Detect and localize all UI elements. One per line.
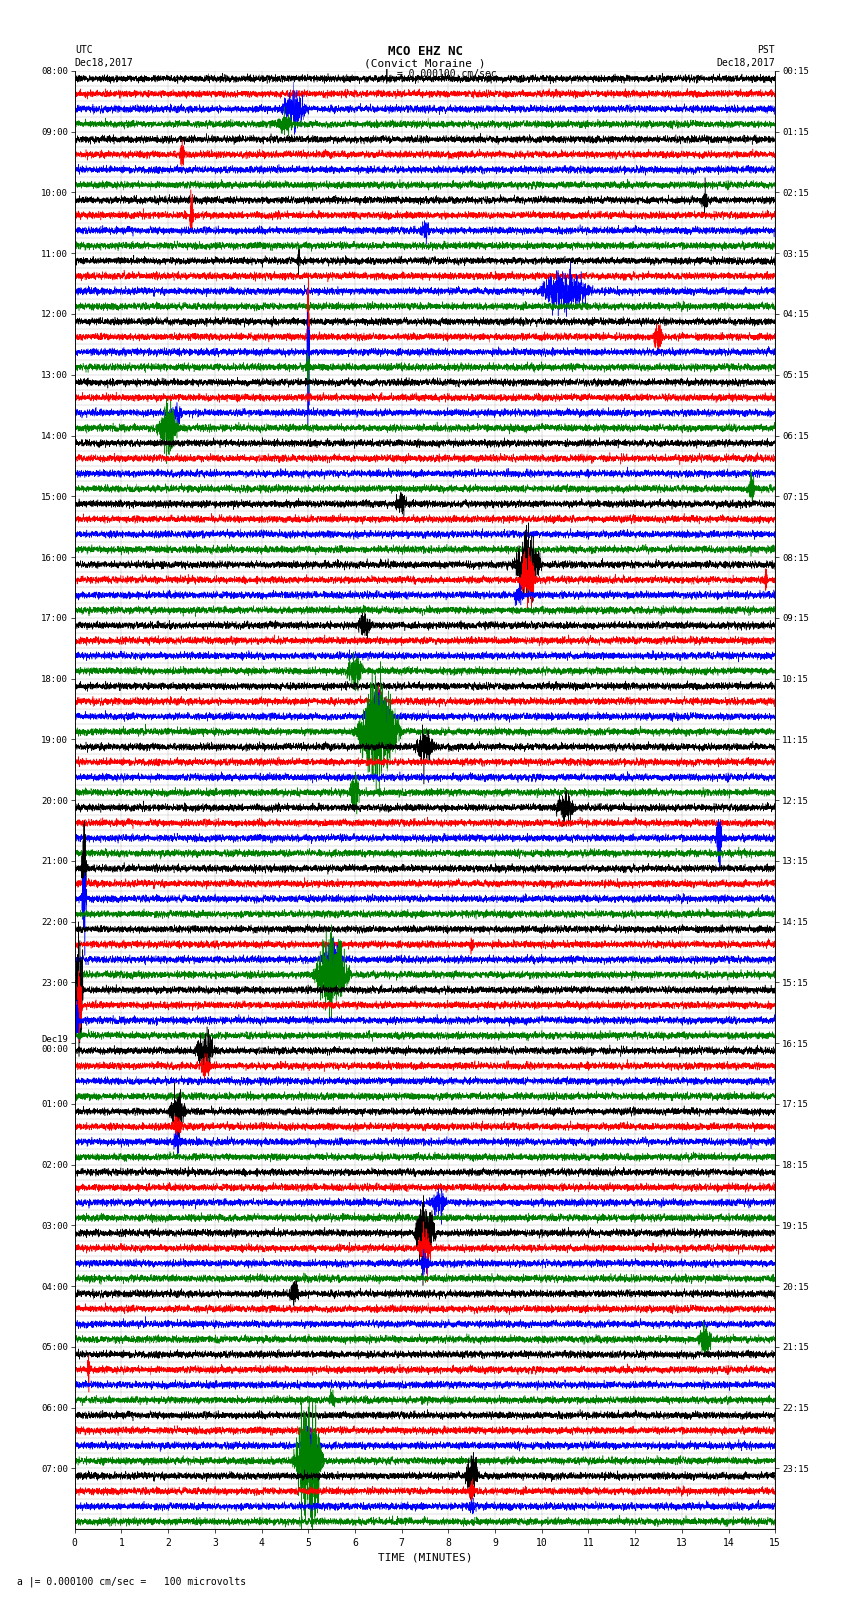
- Text: (Convict Moraine ): (Convict Moraine ): [365, 58, 485, 68]
- Text: Dec18,2017: Dec18,2017: [717, 58, 775, 68]
- Text: Dec18,2017: Dec18,2017: [75, 58, 133, 68]
- Text: PST: PST: [757, 45, 775, 55]
- Text: |: |: [383, 69, 390, 82]
- Text: MCO EHZ NC: MCO EHZ NC: [388, 45, 462, 58]
- Text: UTC: UTC: [75, 45, 93, 55]
- Text: = 0.000100 cm/sec: = 0.000100 cm/sec: [391, 69, 496, 79]
- X-axis label: TIME (MINUTES): TIME (MINUTES): [377, 1552, 473, 1563]
- Text: a |= 0.000100 cm/sec =   100 microvolts: a |= 0.000100 cm/sec = 100 microvolts: [17, 1576, 246, 1587]
